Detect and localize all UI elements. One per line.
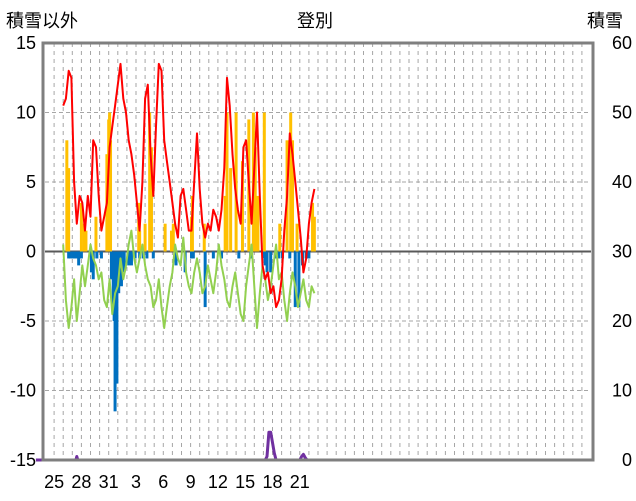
precipitation-bar bbox=[149, 147, 153, 252]
right-tick-label: 30 bbox=[612, 242, 632, 262]
precipitation-bar bbox=[223, 195, 227, 252]
precipitation-bar bbox=[138, 230, 142, 252]
right-axis-ticks: 60 50 40 30 20 10 0 bbox=[612, 33, 632, 470]
snowfall-bar bbox=[269, 251, 273, 273]
x-tick-label: 25 bbox=[44, 472, 64, 492]
left-tick-label: 5 bbox=[26, 172, 36, 192]
precipitation-bar bbox=[163, 223, 167, 252]
snowfall-bar bbox=[89, 251, 93, 273]
snowfall-bar bbox=[307, 251, 311, 259]
snowfall-bar bbox=[122, 251, 126, 273]
precipitation-bar bbox=[295, 223, 299, 252]
precipitation-bar bbox=[79, 202, 83, 252]
snowfall-bar bbox=[79, 251, 83, 259]
x-tick-label: 31 bbox=[99, 472, 119, 492]
precipitation-bar bbox=[65, 140, 69, 252]
left-tick-label: 0 bbox=[26, 242, 36, 262]
max-temperature-line bbox=[62, 62, 316, 309]
x-axis-ticks: 25 28 31 3 6 9 12 15 18 21 bbox=[44, 472, 310, 492]
snowfall-bar bbox=[99, 251, 103, 259]
snowfall-bar bbox=[191, 251, 195, 259]
x-tick-label: 6 bbox=[158, 472, 168, 492]
snowfall-bar bbox=[77, 251, 81, 266]
snowfall-bar bbox=[190, 251, 194, 259]
right-tick-label: 40 bbox=[612, 172, 632, 192]
line-series bbox=[35, 62, 316, 462]
precipitation-bar bbox=[169, 230, 173, 252]
snowfall-bar bbox=[75, 251, 79, 259]
precipitation-bar bbox=[84, 230, 88, 252]
snowfall-bar bbox=[297, 251, 301, 308]
snowfall-bar bbox=[220, 251, 224, 259]
right-tick-label: 50 bbox=[612, 103, 632, 123]
precipitation-bar bbox=[253, 147, 257, 252]
left-tick-label: -15 bbox=[10, 450, 36, 470]
x-tick-label: 9 bbox=[186, 472, 196, 492]
snowfall-bar bbox=[127, 251, 131, 266]
right-tick-label: 60 bbox=[612, 33, 632, 53]
min-temperature-line bbox=[62, 229, 316, 329]
precipitation-bar bbox=[291, 140, 295, 252]
precipitation-bar bbox=[225, 112, 229, 252]
snowfall-bar bbox=[293, 251, 297, 308]
precipitation-bar bbox=[171, 223, 175, 252]
right-tick-label: 0 bbox=[622, 450, 632, 470]
left-axis-title: 積雪以外 bbox=[6, 11, 78, 31]
snowfall-bar bbox=[277, 251, 281, 259]
snowfall-bar bbox=[288, 251, 292, 259]
x-tick-label: 18 bbox=[262, 472, 282, 492]
precipitation-bar bbox=[256, 195, 260, 252]
precipitation-bar bbox=[240, 161, 244, 252]
left-tick-label: -10 bbox=[10, 381, 36, 401]
x-tick-label: 21 bbox=[290, 472, 310, 492]
plot-frame bbox=[41, 41, 595, 462]
precipitation-bar bbox=[311, 202, 315, 252]
x-tick-label: 12 bbox=[208, 472, 228, 492]
snowfall-bar bbox=[145, 251, 149, 259]
right-tick-label: 10 bbox=[612, 381, 632, 401]
snowfall-bar bbox=[263, 251, 267, 266]
right-tick-label: 20 bbox=[612, 311, 632, 331]
precipitation-bar bbox=[143, 223, 147, 252]
precipitation-bar bbox=[94, 216, 98, 252]
snowfall-bar bbox=[109, 251, 113, 280]
snowfall-bar bbox=[174, 251, 178, 266]
precipitation-bar bbox=[82, 223, 86, 252]
precipitation-bar bbox=[262, 112, 266, 252]
snowfall-bar bbox=[133, 251, 137, 259]
snowfall-bar bbox=[261, 251, 265, 259]
snowfall-bar bbox=[73, 251, 77, 259]
chart-title: 登別 bbox=[297, 11, 333, 31]
snowfall-bar bbox=[71, 251, 75, 259]
snowfall-bar bbox=[211, 251, 215, 259]
snowfall-bar bbox=[68, 251, 72, 259]
snowfall-bar bbox=[115, 251, 119, 384]
right-axis-title: 積雪 bbox=[587, 11, 623, 31]
precipitation-bar bbox=[229, 168, 233, 252]
x-tick-label: 15 bbox=[235, 472, 255, 492]
snow-depth-line bbox=[35, 430, 316, 462]
x-tick-label: 28 bbox=[71, 472, 91, 492]
left-tick-label: 15 bbox=[16, 33, 36, 53]
precipitation-bar bbox=[234, 112, 238, 252]
snowfall-bar bbox=[265, 251, 269, 273]
precipitation-bar bbox=[67, 168, 71, 252]
snowfall-bar bbox=[91, 251, 95, 280]
precipitation-bar bbox=[148, 112, 152, 252]
precipitation-bar bbox=[289, 112, 293, 252]
left-tick-label: 10 bbox=[16, 103, 36, 123]
snowfall-bar bbox=[237, 251, 241, 259]
x-tick-label: 3 bbox=[131, 472, 141, 492]
precipitation-bar bbox=[312, 216, 316, 252]
precipitation-bar bbox=[109, 140, 113, 252]
snowfall-bar bbox=[151, 251, 155, 259]
precipitation-bar bbox=[278, 223, 282, 252]
snowfall-bar bbox=[129, 251, 133, 266]
left-tick-label: -5 bbox=[20, 311, 36, 331]
snowfall-bar bbox=[95, 251, 99, 259]
snowfall-bar bbox=[67, 251, 71, 259]
left-axis-ticks: 15 10 5 0 -5 -10 -15 bbox=[10, 33, 36, 470]
